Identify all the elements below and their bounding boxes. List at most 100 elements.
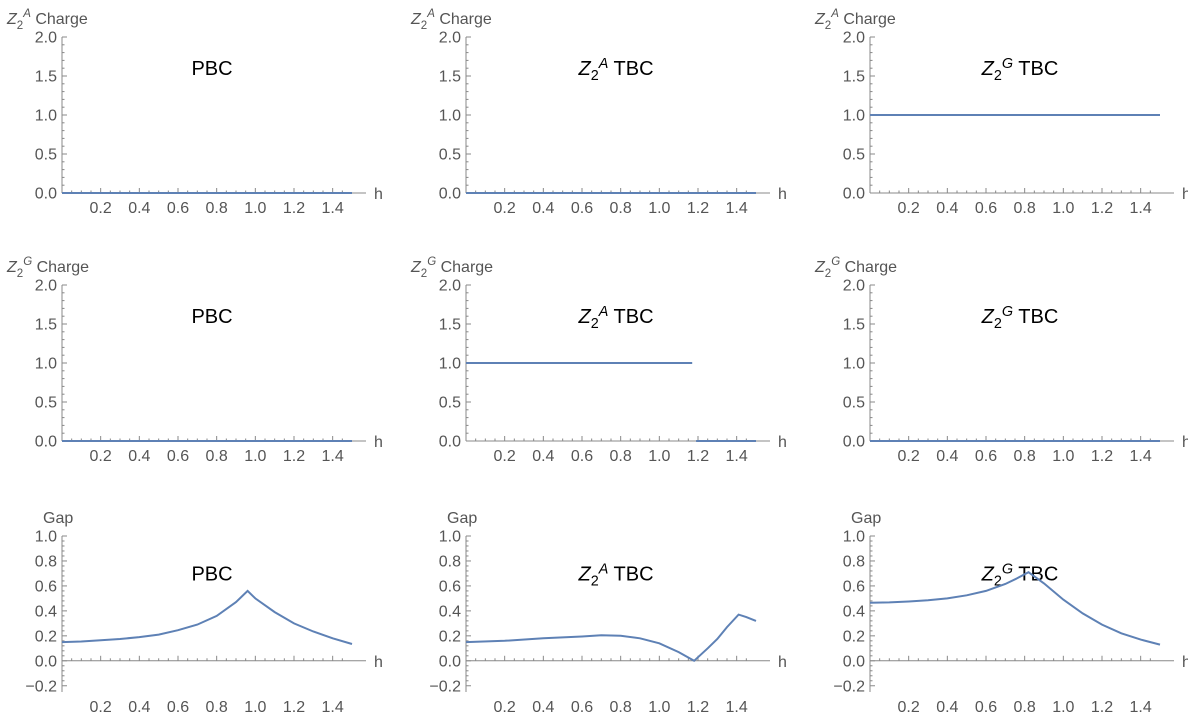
plot-label-text: PBC <box>191 58 232 80</box>
y-tick-label: 1.5 <box>35 69 57 86</box>
plot-label-sub: 2 <box>591 316 599 332</box>
y-tick-label: 1.0 <box>439 108 461 125</box>
x-tick-label: 1.0 <box>1052 448 1074 465</box>
y-tick-label: 0.5 <box>35 147 57 164</box>
x-tick-label: 1.0 <box>1052 699 1074 716</box>
plot-label-sub: 2 <box>994 68 1002 84</box>
y-axis-label: Z2G Charge <box>6 256 89 280</box>
x-tick-label: 0.2 <box>494 448 516 465</box>
y-axis-label-rest: Charge <box>31 11 88 28</box>
y-tick-label: 2.0 <box>35 278 57 295</box>
x-tick-label: 1.0 <box>244 448 266 465</box>
x-tick-label: 0.6 <box>975 200 997 217</box>
x-tick-label: 1.0 <box>648 699 670 716</box>
series-line-1 <box>869 571 1161 646</box>
plot-label-sup: G <box>1002 56 1013 72</box>
chart-panel-1: 0.0 0.5 1.0 1.5 2.0 0.2 0.4 0.6 0.8 1.0 1.2 1.4 h Z2A… <box>6 8 383 217</box>
x-tick-label: 0.8 <box>206 699 228 716</box>
y-tick-label: 0.5 <box>439 147 461 164</box>
y-tick-label: 1.5 <box>35 317 57 334</box>
x-tick-label: 0.2 <box>898 448 920 465</box>
y-axis-label-rest: Charge <box>32 259 89 276</box>
y-axis-label: Z2A Charge <box>410 8 492 32</box>
y-axis-label-text: Gap <box>43 510 73 527</box>
x-tick-label: 1.4 <box>1130 200 1152 217</box>
x-tick-label: 0.8 <box>610 699 632 716</box>
x-tick-label: 0.4 <box>128 448 150 465</box>
y-tick-label: −0.2 <box>25 678 57 695</box>
plot-label-base: Z <box>981 306 995 328</box>
x-tick-label: 0.2 <box>898 200 920 217</box>
x-tick-label: 0.4 <box>532 699 554 716</box>
y-tick-label: 0.4 <box>35 603 57 620</box>
y-tick-label: 2.0 <box>439 30 461 47</box>
x-tick-label: 0.8 <box>610 448 632 465</box>
y-axis-label-base: Z <box>814 259 826 276</box>
y-axis-label-sub: 2 <box>825 20 831 32</box>
plot-label: Z2G TBC <box>981 56 1059 84</box>
plot-label: Z2A TBC <box>577 304 653 332</box>
y-axis-label-sub: 2 <box>825 268 831 280</box>
y-axis-label-sup: A <box>830 8 839 20</box>
x-tick-label: 0.8 <box>206 200 228 217</box>
plot-label-sub: 2 <box>994 316 1002 332</box>
x-tick-label: 0.6 <box>167 699 189 716</box>
x-tick-label: 1.4 <box>1130 699 1152 716</box>
y-axis-label: Z2G Charge <box>410 256 493 280</box>
x-tick-label: 0.2 <box>898 699 920 716</box>
x-tick-label: 1.2 <box>687 200 709 217</box>
y-tick-label: 1.0 <box>439 529 461 546</box>
y-tick-label: 1.0 <box>35 108 57 125</box>
y-axis-label-base: Z <box>410 11 422 28</box>
x-tick-label: 0.2 <box>90 699 112 716</box>
series-line-1 <box>465 613 757 663</box>
y-tick-label: 0.5 <box>843 147 865 164</box>
x-tick-label: 0.2 <box>90 200 112 217</box>
y-tick-label: 1.0 <box>843 356 865 373</box>
y-axis-label-sub: 2 <box>17 268 23 280</box>
y-axis-label-sup: G <box>23 256 32 268</box>
y-axis-label-sup: A <box>22 8 31 20</box>
chart-panel-4: 0.0 0.5 1.0 1.5 2.0 0.2 0.4 0.6 0.8 1.0 1.2 1.4 h Z2G… <box>6 256 383 465</box>
x-tick-label: 1.2 <box>283 699 305 716</box>
y-axis-label: Gap <box>851 510 881 527</box>
chart-panel-7: −0.2 0.0 0.2 0.4 0.6 0.8 1.0 0.2 0.4 0.6 0.8 1.0 1.2… <box>25 510 383 716</box>
x-axis-label: h <box>778 434 787 451</box>
y-tick-label: 1.5 <box>439 69 461 86</box>
chart-panel-9: −0.2 0.0 0.2 0.4 0.6 0.8 1.0 0.2 0.4 0.6 0.8 1.0 1.2… <box>833 510 1188 716</box>
series-line-1 <box>61 589 353 645</box>
x-axis-label: h <box>778 186 787 203</box>
plot-label-base: Z <box>577 58 591 80</box>
x-tick-label: 1.2 <box>687 448 709 465</box>
y-tick-label: 1.0 <box>843 529 865 546</box>
y-tick-label: −0.2 <box>429 678 461 695</box>
y-tick-label: 0.0 <box>35 653 57 670</box>
chart-panel-5: 0.00.51.01.52.00.2 0.4 0.6 0.8 1.0 1.2 1.4hZ2G… <box>410 256 787 465</box>
y-axis-label-base: Z <box>410 259 422 276</box>
y-axis-label-sup: G <box>427 256 436 268</box>
plot-label-rest: TBC <box>608 58 653 80</box>
y-tick-label: 0.2 <box>35 628 57 645</box>
x-tick-label: 1.0 <box>648 200 670 217</box>
x-axis-label: h <box>778 654 787 671</box>
plot-label-sup: G <box>1002 304 1013 320</box>
y-tick-label: 1.0 <box>35 529 57 546</box>
y-tick-label: 0.2 <box>843 628 865 645</box>
plot-label-rest: TBC <box>1013 563 1058 585</box>
y-axis-label: Gap <box>447 510 477 527</box>
y-tick-label: 0.8 <box>439 553 461 570</box>
x-tick-label: 1.2 <box>1091 448 1113 465</box>
plot-label: Z2G TBC <box>981 561 1059 589</box>
y-axis-label-rest: Charge <box>839 11 896 28</box>
y-axis-label-text: Gap <box>447 510 477 527</box>
plot-label-rest: TBC <box>1013 306 1058 328</box>
plot-label-base: Z <box>577 306 591 328</box>
x-tick-label: 0.6 <box>571 699 593 716</box>
x-tick-label: 0.4 <box>128 699 150 716</box>
plot-label-rest: TBC <box>608 563 653 585</box>
y-tick-label: 0.2 <box>439 628 461 645</box>
chart-panel-3: 0.00.51.01.52.00.2 0.4 0.6 0.8 1.0 1.2 1.4hZ2A… <box>814 8 1188 217</box>
y-axis-label: Z2A Charge <box>6 8 88 32</box>
y-axis-label: Z2A Charge <box>814 8 896 32</box>
y-tick-label: 2.0 <box>843 278 865 295</box>
